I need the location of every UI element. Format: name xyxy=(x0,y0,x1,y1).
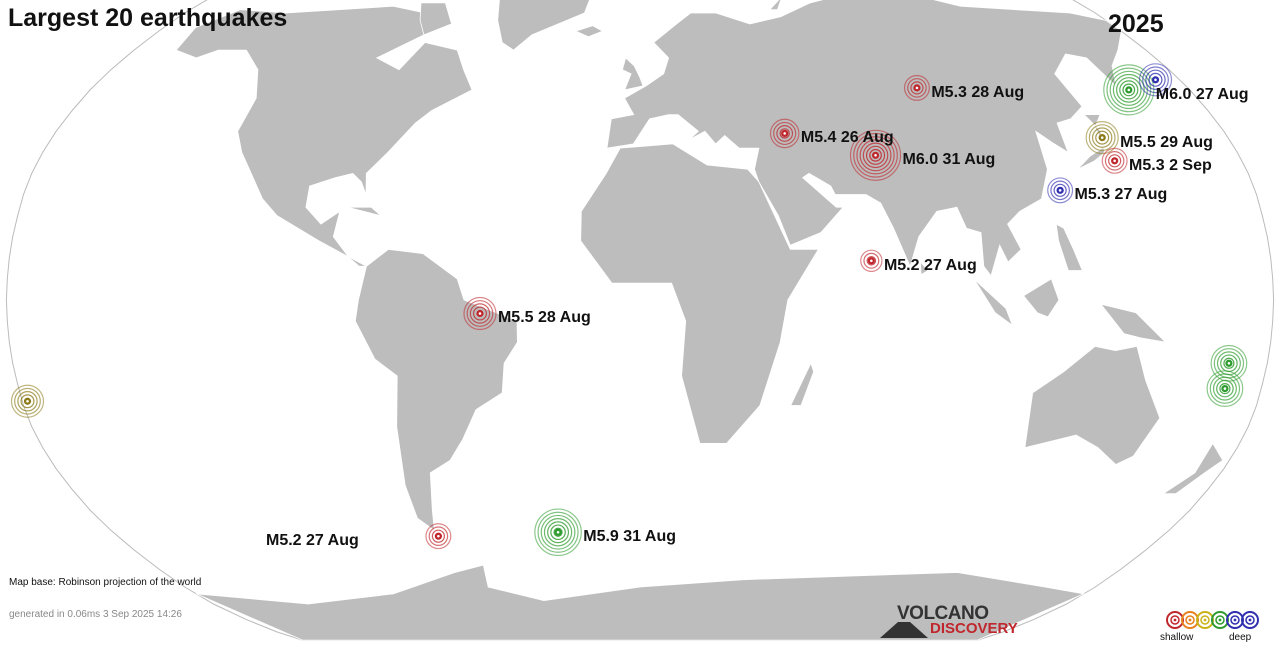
quake-japan-s-label: M5.3 2 Sep xyxy=(1129,156,1212,174)
quake-south-sandwich-label: M5.9 31 Aug xyxy=(583,528,677,546)
depth-legend-rings xyxy=(1166,611,1259,629)
map-title: Largest 20 earthquakes xyxy=(8,4,288,32)
quake-drake-marker[interactable] xyxy=(425,523,452,550)
land-iceland xyxy=(574,25,604,38)
year-label: 2025 xyxy=(1108,10,1164,38)
land-japan xyxy=(1077,114,1106,170)
quake-taiwan-marker[interactable] xyxy=(1047,177,1074,204)
volcano-discovery-logo: VOLCANO DISCOVERY xyxy=(880,603,1040,643)
quake-mongolia-marker[interactable] xyxy=(903,74,930,101)
land-australia xyxy=(1024,345,1161,465)
land-masses xyxy=(175,0,1224,641)
logo-line2: DISCOVERY xyxy=(930,620,1018,637)
quake-japan-s-marker[interactable] xyxy=(1101,147,1128,174)
quake-brazil-marker[interactable] xyxy=(463,296,497,331)
land-cuba xyxy=(347,206,381,216)
land-novaya-zemlya xyxy=(768,0,782,10)
quake-afghanistan-label: M6.0 31 Aug xyxy=(902,151,996,169)
land-borneo xyxy=(1023,278,1060,318)
land-greenland xyxy=(497,0,590,51)
land-sumatra xyxy=(973,278,1014,327)
quake-mongolia-label: M5.3 28 Aug xyxy=(931,83,1025,101)
legend-deep-label: deep xyxy=(1229,632,1252,643)
quake-carlsberg-marker[interactable] xyxy=(860,249,883,272)
quake-carlsberg-label: M5.2 27 Aug xyxy=(883,256,977,274)
depth-legend: shallow deep xyxy=(1157,608,1267,648)
land-africa xyxy=(580,143,820,444)
logo-line1: VOLCANO xyxy=(897,603,989,624)
volcano-icon xyxy=(880,622,928,638)
land-baffin-island xyxy=(419,2,453,36)
map-credit: Map base: Robinson projection of the wor… xyxy=(9,577,202,588)
quake-afghanistan-marker[interactable] xyxy=(849,129,902,181)
land-sri-lanka xyxy=(920,260,929,276)
quake-drake-label: M5.2 27 Aug xyxy=(265,532,359,550)
quake-kuril-marker[interactable] xyxy=(1138,63,1173,97)
land-north-america xyxy=(175,5,473,267)
legend-shallow-label: shallow xyxy=(1160,632,1194,643)
land-eurasia xyxy=(606,0,1122,297)
land-great-britain xyxy=(621,57,644,91)
land-new-guinea xyxy=(1099,303,1167,343)
quake-south-sandwich-marker[interactable] xyxy=(534,508,582,557)
quake-japan-n-label: M5.5 29 Aug xyxy=(1120,133,1213,151)
quake-brazil-label: M5.5 28 Aug xyxy=(497,309,591,327)
land-madagascar xyxy=(790,362,815,406)
land-philippines xyxy=(1055,223,1083,271)
quake-caucasus-marker[interactable] xyxy=(769,118,800,149)
land-new-zealand xyxy=(1162,442,1224,494)
quake-vanuatu-2-marker[interactable] xyxy=(1206,370,1244,407)
quake-caucasus-label: M5.4 26 Aug xyxy=(800,129,894,147)
quake-fiji-marker[interactable] xyxy=(10,384,45,418)
quake-japan-n-marker[interactable] xyxy=(1085,121,1119,155)
land-antarctica xyxy=(196,564,1086,641)
quake-kamchatka-label: M6.0 27 Aug xyxy=(1155,85,1249,103)
generated-timestamp: generated in 0.06ms 3 Sep 2025 14:26 xyxy=(9,609,182,620)
quake-taiwan-label: M5.3 27 Aug xyxy=(1074,186,1168,204)
